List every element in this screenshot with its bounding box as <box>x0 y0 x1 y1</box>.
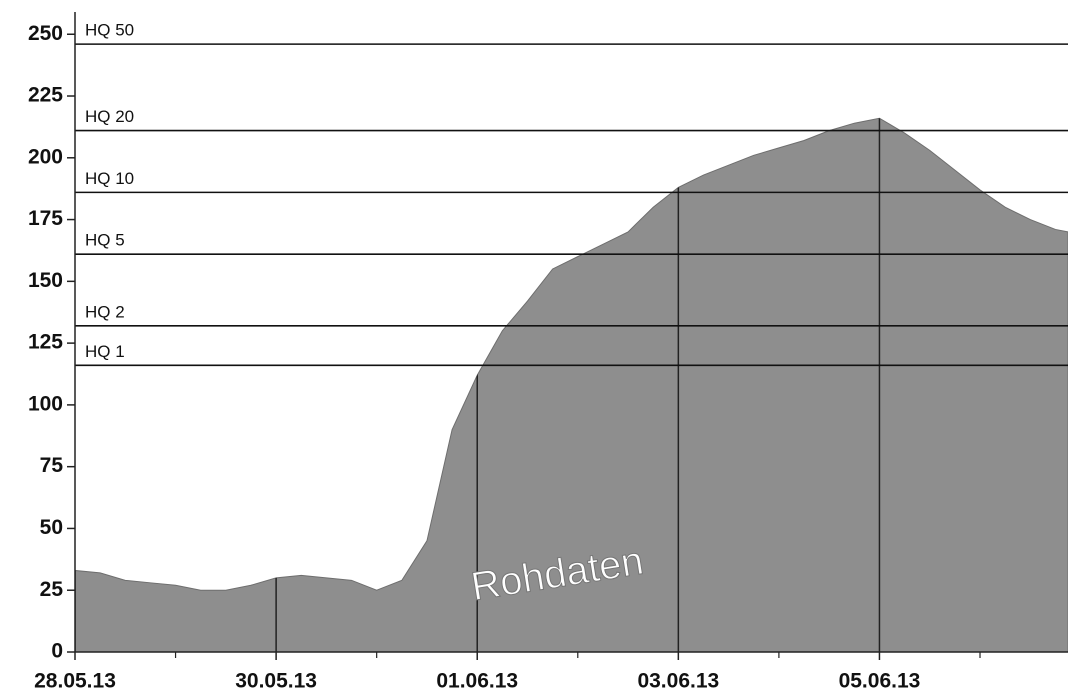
hq-label: HQ 50 <box>85 21 134 40</box>
y-tick-label: 250 <box>28 22 63 45</box>
area <box>74 117 1068 653</box>
y-tick-label: 225 <box>28 84 63 107</box>
y-tick-label: 150 <box>28 269 63 292</box>
hq-label: HQ 1 <box>85 342 125 361</box>
y-tick-label: 25 <box>40 578 64 601</box>
y-tick-label: 75 <box>40 454 64 477</box>
x-tick-label: 01.06.13 <box>436 670 518 693</box>
hq-label: HQ 2 <box>85 302 125 321</box>
y-tick-label: 125 <box>28 331 63 354</box>
hq-label: HQ 5 <box>85 231 125 250</box>
x-tick-label: 03.06.13 <box>637 670 719 693</box>
x-tick-label: 05.06.13 <box>839 670 921 693</box>
y-tick-label: 175 <box>28 207 63 230</box>
x-tick-label: 28.05.13 <box>34 670 116 693</box>
y-tick-label: 100 <box>28 392 63 415</box>
hq-label: HQ 10 <box>85 169 134 188</box>
x-tick-label: 30.05.13 <box>235 670 317 693</box>
y-tick-label: 50 <box>40 516 63 539</box>
y-tick-label: 200 <box>28 145 63 168</box>
y-tick-label: 0 <box>51 640 63 663</box>
hq-label: HQ 20 <box>85 107 134 126</box>
